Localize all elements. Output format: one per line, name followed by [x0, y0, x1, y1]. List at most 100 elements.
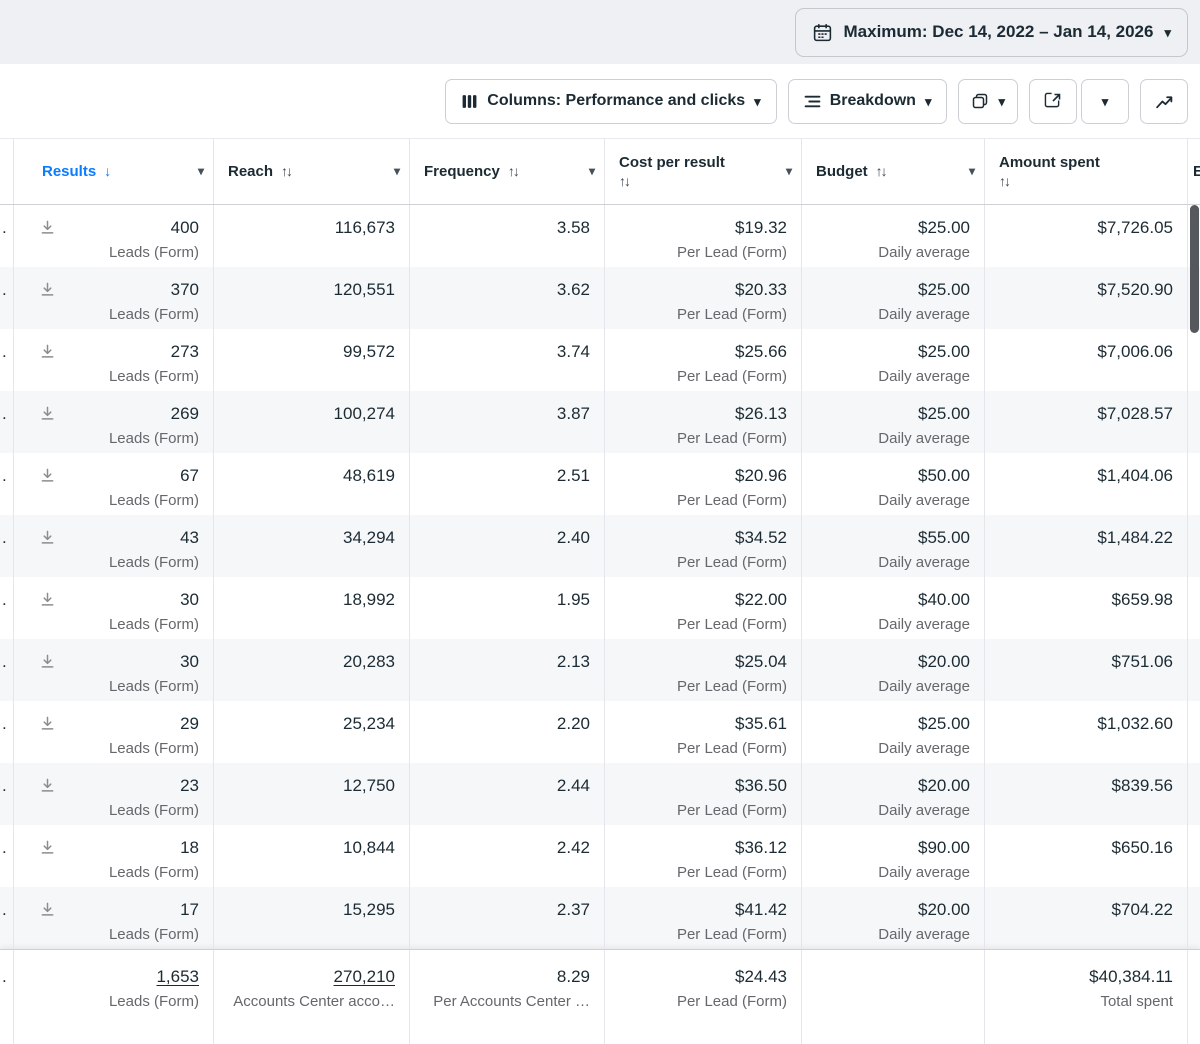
column-header-frequency[interactable]: Frequency ↑↓ ▾ [410, 139, 605, 204]
column-header-amount-spent[interactable]: Amount spent ↑↓ [985, 139, 1188, 204]
column-header-reach[interactable]: Reach ↑↓ ▾ [214, 139, 410, 204]
cell-value: $25.00 [918, 714, 970, 733]
column-header-results[interactable]: Results ↓ ▾ [14, 139, 214, 204]
sort-arrows-icon: ↑↓ [875, 163, 888, 180]
truncated-text: . [2, 776, 7, 795]
budget-cell: $20.00 Daily average [802, 763, 985, 825]
cell-value: 34,294 [343, 528, 395, 547]
reports-button[interactable]: ▾ [958, 78, 1018, 124]
cell-sublabel: Per Lead (Form) [676, 368, 787, 385]
download-icon[interactable] [40, 902, 55, 917]
cell-value: 10,844 [343, 838, 395, 857]
frequency-cell: 2.51 [410, 453, 605, 515]
cell-value: $26.13 [735, 404, 787, 423]
truncated-text: . [2, 218, 7, 237]
breakdown-button[interactable]: Breakdown ▾ [787, 78, 948, 124]
cell-value: $55.00 [918, 528, 970, 547]
cell-value: 370 [170, 280, 199, 299]
vertical-scrollbar-thumb[interactable] [1190, 205, 1199, 333]
sort-arrows-icon: ↑↓ [619, 173, 631, 190]
calendar-icon [812, 22, 833, 43]
download-icon[interactable] [40, 840, 55, 855]
download-icon[interactable] [40, 220, 55, 235]
charts-button[interactable] [1140, 78, 1188, 124]
clipped-left-cell: . [0, 701, 14, 763]
export-button[interactable] [1029, 78, 1077, 124]
truncated-text: . [2, 466, 7, 485]
header-menu-chevron-icon[interactable]: ▾ [588, 163, 595, 178]
cell-value: $34.52 [735, 528, 787, 547]
duplicate-icon [971, 92, 989, 110]
cost-per-result-cell: $36.12 Per Lead (Form) [605, 825, 802, 887]
download-icon[interactable] [40, 530, 55, 545]
amount-spent-cell: $1,404.06 [985, 453, 1188, 515]
cell-sublabel: Daily average [878, 678, 970, 695]
cell-sublabel: Daily average [878, 864, 970, 881]
cell-sublabel: Leads (Form) [108, 926, 199, 943]
header-menu-chevron-icon[interactable]: ▾ [197, 163, 204, 178]
results-cell: 23 Leads (Form) [14, 763, 214, 825]
frequency-cell: 3.74 [410, 329, 605, 391]
amount-spent-cell: $7,726.05 [985, 205, 1188, 267]
header-menu-chevron-icon[interactable]: ▾ [393, 163, 400, 178]
download-icon[interactable] [40, 406, 55, 421]
cell-value: 15,295 [343, 900, 395, 919]
download-icon[interactable] [40, 778, 55, 793]
frequency-cell: 1.95 [410, 577, 605, 639]
totals-row: . 1,653 Leads (Form) 270,210 Accounts Ce… [0, 949, 1200, 1044]
clipped-right-column-header: E [1188, 139, 1200, 204]
sort-arrows-icon: ↑↓ [507, 163, 520, 180]
cell-value: 29 [180, 714, 199, 733]
budget-cell: $25.00 Daily average [802, 267, 985, 329]
clipped-right-cell [1188, 701, 1200, 763]
cell-value: 23 [180, 776, 199, 795]
date-range-label: Maximum: Dec 14, 2022 – Jan 14, 2026 [843, 22, 1154, 41]
cell-sublabel: Per Lead (Form) [676, 430, 787, 447]
cell-value: 2.13 [556, 652, 590, 671]
sort-arrows-icon: ↑↓ [999, 173, 1011, 190]
truncated-text: . [2, 280, 7, 299]
cell-value: $659.98 [1111, 590, 1173, 609]
column-header-budget[interactable]: Budget ↑↓ ▾ [802, 139, 985, 204]
download-icon[interactable] [40, 592, 55, 607]
download-icon[interactable] [40, 468, 55, 483]
columns-button[interactable]: Columns: Performance and clicks ▾ [445, 78, 777, 124]
amount-spent-cell: $7,520.90 [985, 267, 1188, 329]
download-icon[interactable] [40, 344, 55, 359]
clipped-left-column-header: ▾ [0, 139, 14, 204]
clipped-left-cell: . [0, 639, 14, 701]
export-chevron-button[interactable]: ▾ [1081, 78, 1129, 124]
date-range-picker[interactable]: Maximum: Dec 14, 2022 – Jan 14, 2026 ▾ [794, 7, 1188, 57]
budget-cell: $20.00 Daily average [802, 887, 985, 949]
export-icon [1044, 92, 1062, 110]
cell-value: 3.87 [556, 404, 590, 423]
totals-results-value[interactable]: 1,653 [156, 967, 199, 986]
chevron-down-icon: ▾ [924, 93, 932, 109]
results-cell: 43 Leads (Form) [14, 515, 214, 577]
header-menu-chevron-icon[interactable]: ▾ [968, 163, 975, 178]
frequency-cell: 2.13 [410, 639, 605, 701]
clipped-left-cell: . [0, 391, 14, 453]
frequency-cell: 2.20 [410, 701, 605, 763]
breakdown-icon [804, 93, 821, 110]
column-header-cost-per-result[interactable]: Cost per result ↑↓ ▾ [605, 139, 802, 204]
download-icon[interactable] [40, 654, 55, 669]
clipped-right-cell [1188, 577, 1200, 639]
cell-value: $20.00 [918, 652, 970, 671]
cell-value: 30 [180, 590, 199, 609]
column-header-label: Frequency [424, 162, 500, 180]
cell-value: $839.56 [1111, 776, 1173, 795]
results-cell: 30 Leads (Form) [14, 577, 214, 639]
amount-spent-cell: $650.16 [985, 825, 1188, 887]
header-menu-chevron-icon[interactable]: ▾ [785, 163, 792, 178]
budget-cell: $40.00 Daily average [802, 577, 985, 639]
download-icon[interactable] [40, 282, 55, 297]
table-row: . 43 Leads (Form) 34,294 2.40 $34.52 Per… [0, 515, 1200, 577]
totals-frequency-cell: 8.29 Per Accounts Center … [410, 950, 605, 1044]
cell-value: 2.42 [556, 838, 590, 857]
download-icon[interactable] [40, 716, 55, 731]
cost-per-result-cell: $20.96 Per Lead (Form) [605, 453, 802, 515]
table-row: . 17 Leads (Form) 15,295 2.37 $41.42 Per… [0, 887, 1200, 949]
amount-spent-cell: $659.98 [985, 577, 1188, 639]
totals-reach-value[interactable]: 270,210 [333, 967, 395, 986]
